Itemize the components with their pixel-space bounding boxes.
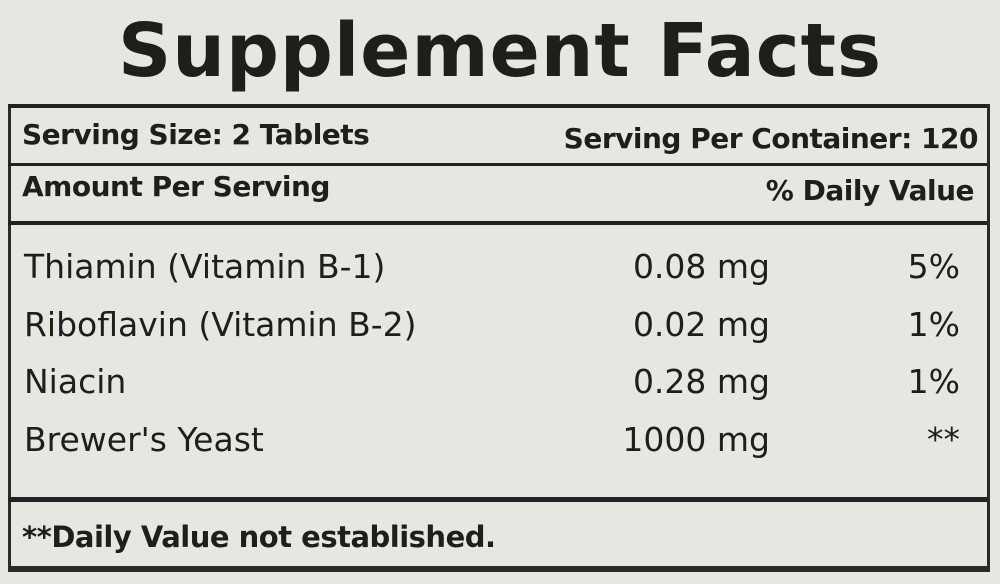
nutrient-daily-value: 5%	[907, 247, 960, 286]
nutrient-amount: 0.02 mg	[632, 305, 770, 344]
divider	[8, 104, 987, 108]
nutrient-row: Niacin 0.28 mg 1%	[24, 362, 964, 412]
footnote: **Daily Value not established.	[22, 520, 496, 554]
amount-per-serving-header: Amount Per Serving	[22, 170, 330, 203]
divider	[8, 163, 987, 166]
nutrient-row: Brewer's Yeast 1000 mg **	[24, 420, 964, 470]
nutrient-name: Thiamin (Vitamin B-1)	[24, 247, 386, 286]
daily-value-header: % Daily Value	[765, 174, 975, 207]
page-title: Supplement Facts	[117, 8, 883, 94]
facts-panel	[8, 104, 990, 572]
nutrient-daily-value: 1%	[907, 305, 960, 344]
divider	[8, 221, 987, 225]
nutrient-daily-value: **	[927, 420, 960, 459]
nutrient-daily-value: 1%	[907, 362, 960, 401]
nutrient-amount: 0.28 mg	[632, 362, 770, 401]
nutrient-amount: 1000 mg	[622, 420, 770, 459]
nutrient-amount: 0.08 mg	[632, 247, 770, 286]
nutrient-name: Riboflavin (Vitamin B-2)	[24, 305, 417, 344]
divider	[8, 497, 987, 502]
nutrient-row: Thiamin (Vitamin B-1) 0.08 mg 5%	[24, 247, 964, 297]
nutrient-name: Brewer's Yeast	[24, 420, 264, 459]
nutrient-name: Niacin	[24, 362, 127, 401]
serving-size: Serving Size: 2 Tablets	[22, 118, 370, 151]
nutrient-row: Riboflavin (Vitamin B-2) 0.02 mg 1%	[24, 305, 964, 355]
servings-per-container: Serving Per Container: 120	[563, 122, 979, 155]
